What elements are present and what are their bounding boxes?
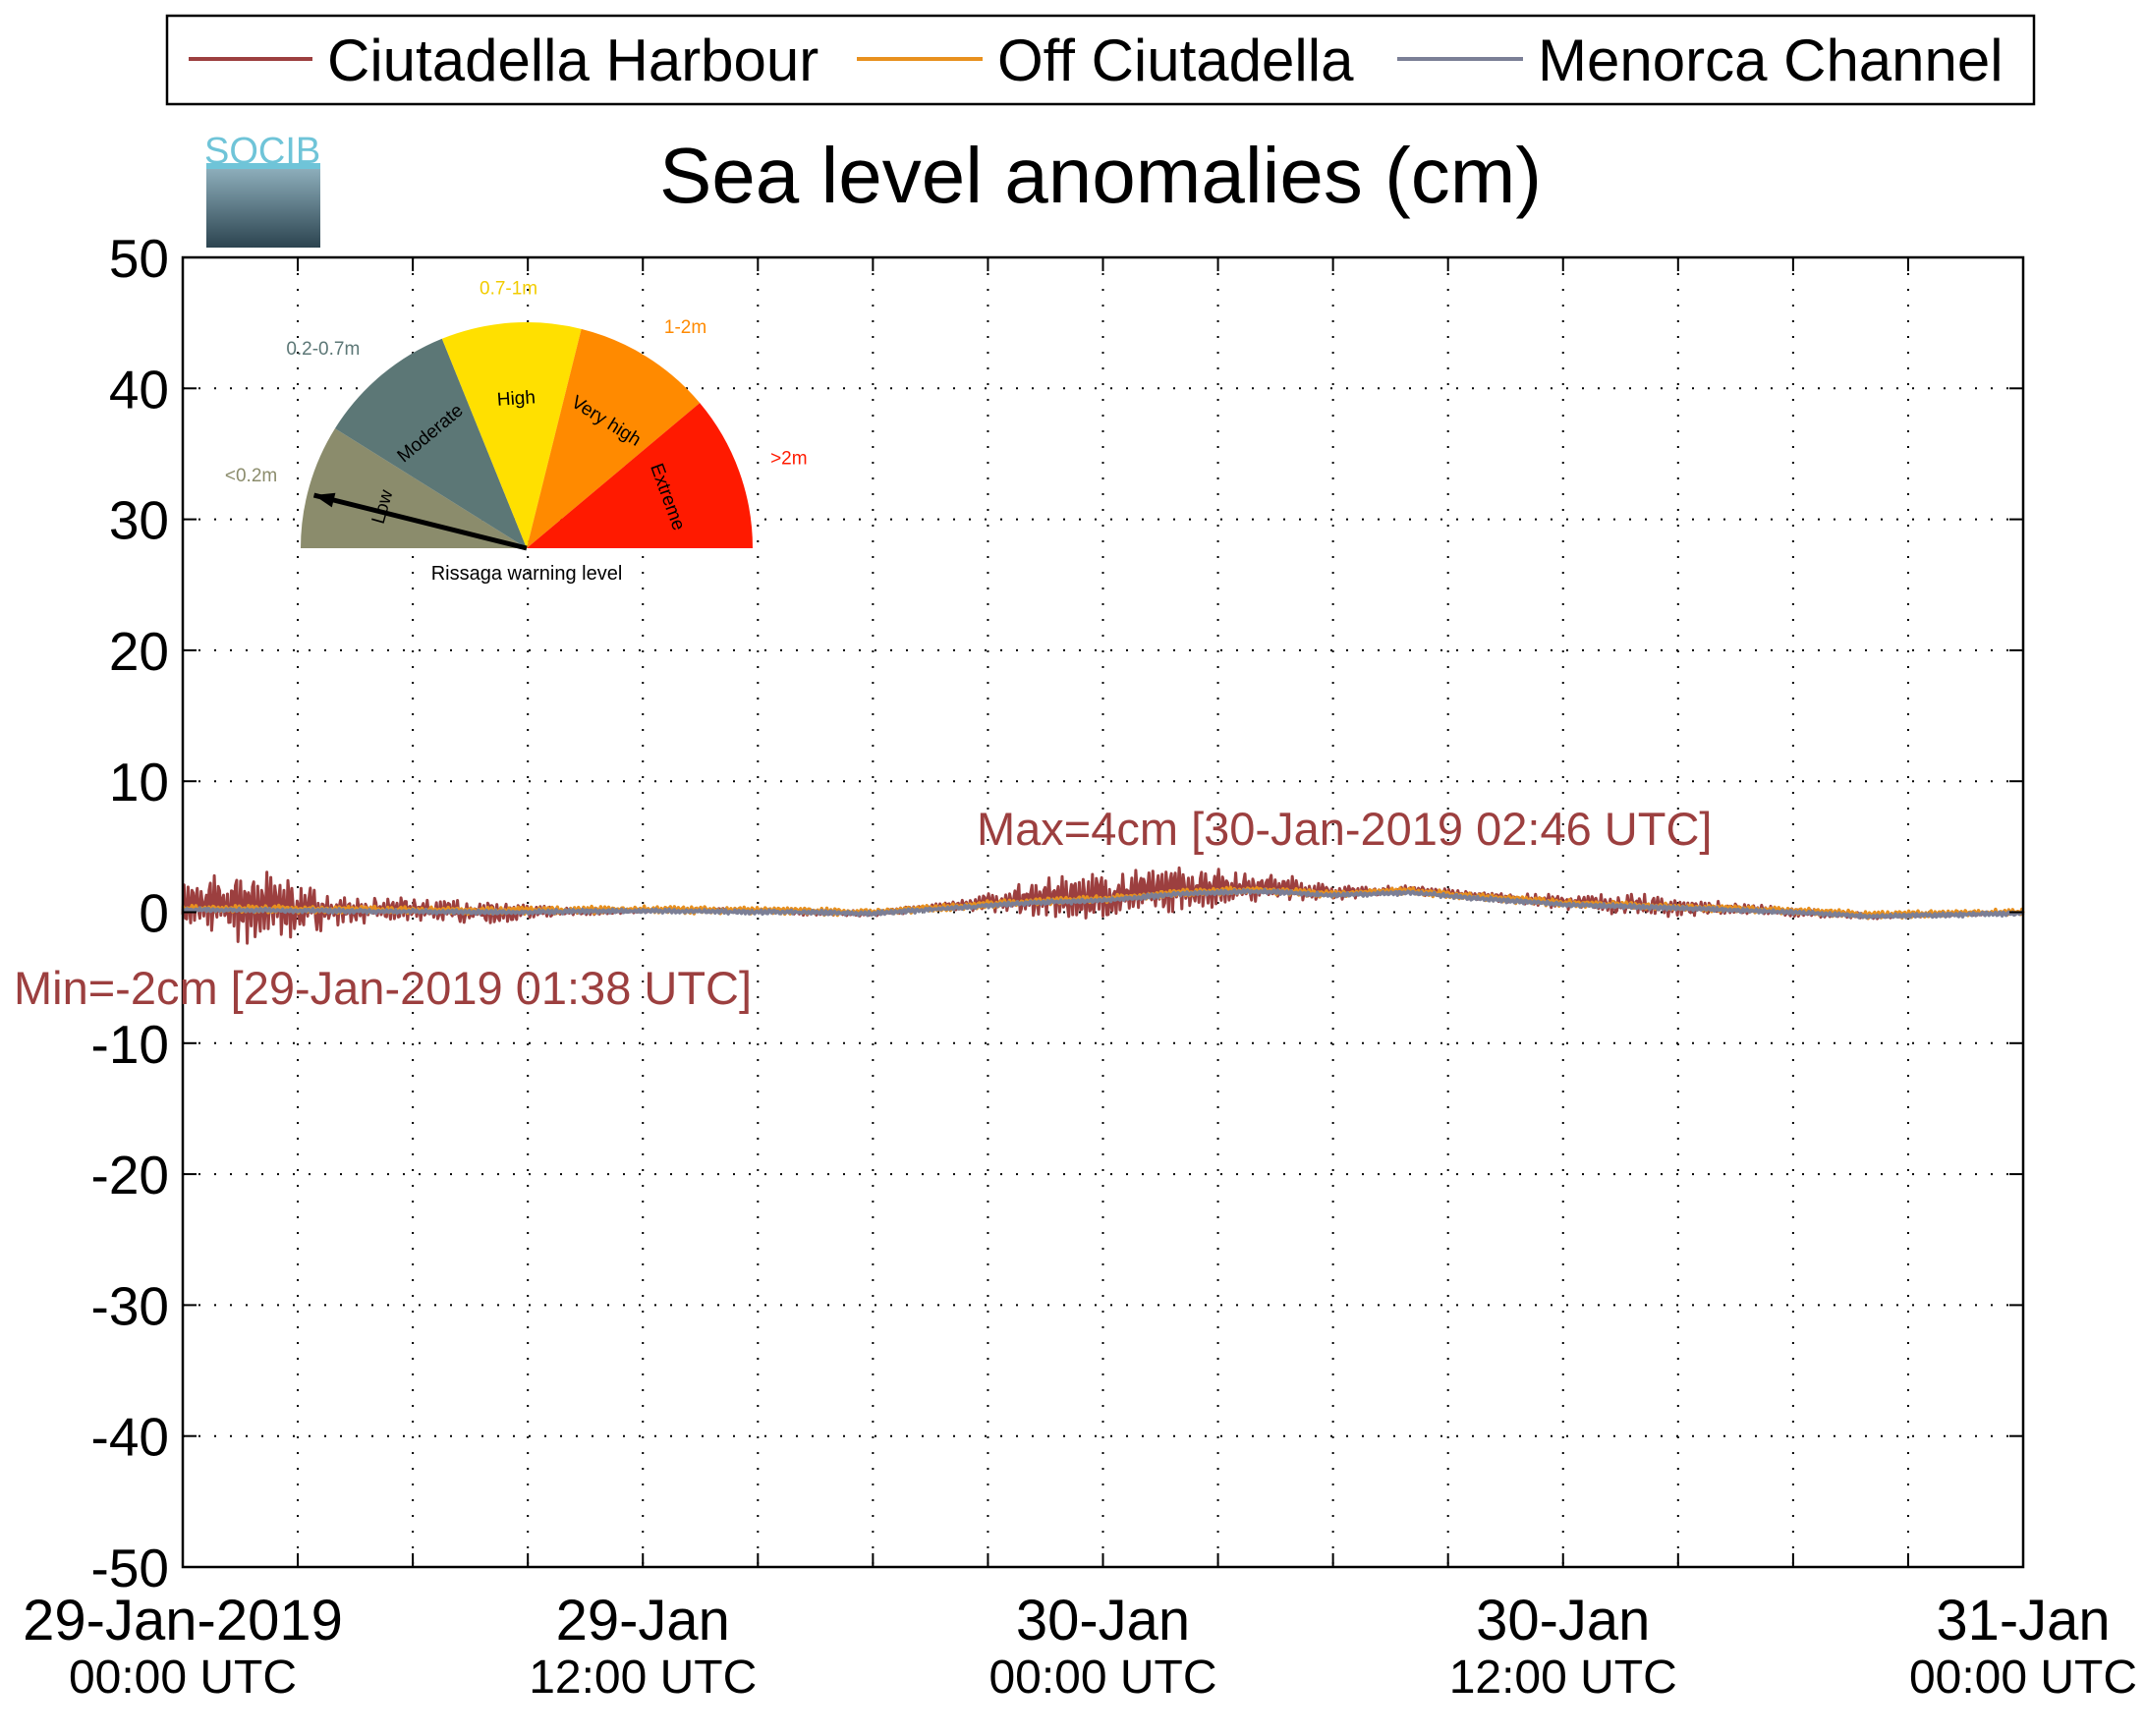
gauge-caption: Rissaga warning level (431, 563, 623, 585)
gauge-range-label: 1-2m (664, 317, 706, 338)
gauge-range-label: >2m (770, 449, 808, 470)
chart-title: Sea level anomalies (cm) (659, 132, 1542, 219)
gauge-needle (312, 492, 528, 551)
gauge-segment-moderate (334, 338, 527, 548)
x-tick-time-label: 12:00 UTC (529, 1652, 757, 1704)
gauge-segment-high (441, 322, 582, 548)
gauge-range-label: 0.2-0.7m (286, 339, 360, 360)
gauge-segment-low (301, 428, 527, 548)
gauge-segment-very-high (527, 328, 701, 548)
y-tick-label: 0 (139, 883, 169, 944)
x-tick-date-label: 29-Jan-2019 (23, 1589, 343, 1652)
legend-label-menorca-channel: Menorca Channel (1538, 28, 2004, 93)
y-tick-label: 10 (109, 752, 169, 812)
gauge-range-label: <0.2m (225, 466, 277, 486)
legend-label-ciutadella-harbour: Ciutadella Harbour (327, 28, 818, 93)
gauge-needle-arrowhead (313, 492, 336, 508)
y-tick-label: 50 (109, 228, 169, 289)
x-tick-date-label: 29-Jan (556, 1589, 730, 1652)
legend-label-off-ciutadella: Off Ciutadella (997, 28, 1354, 93)
gauge-range-label: 0.7-1m (480, 279, 537, 300)
series-line-menorca-channel (181, 887, 2025, 920)
axis-ticks (182, 256, 2024, 1568)
y-tick-label: -10 (91, 1014, 170, 1075)
y-axis: 50 40 30 20 10 0 -10 -20 -30 -40 -50 (91, 228, 170, 1598)
y-tick-label: -20 (91, 1145, 170, 1205)
x-tick-date-label: 30-Jan (1016, 1589, 1190, 1652)
min-annotation: Min=-2cm [29-Jan-2019 01:38 UTC] (14, 962, 752, 1014)
gauge-segment-extreme (527, 403, 753, 548)
socib-logo-band (206, 163, 320, 169)
gauge-segment-label: High (496, 387, 536, 411)
socib-logo-wave (206, 167, 320, 248)
x-tick-date-label: 31-Jan (1936, 1589, 2110, 1652)
y-tick-label: -30 (91, 1275, 170, 1336)
y-tick-label: -50 (91, 1538, 170, 1598)
x-tick-date-label: 30-Jan (1476, 1589, 1650, 1652)
x-tick-time-label: 00:00 UTC (1909, 1652, 2137, 1704)
x-tick-time-label: 12:00 UTC (1449, 1652, 1677, 1704)
x-tick-time-label: 00:00 UTC (69, 1652, 297, 1704)
socib-logo: SOCIB (204, 131, 320, 248)
y-tick-label: -40 (91, 1407, 170, 1468)
y-tick-label: 30 (109, 490, 169, 551)
y-tick-label: 20 (109, 621, 169, 682)
legend: Ciutadella Harbour Off Ciutadella Menorc… (165, 14, 2036, 106)
max-annotation: Max=4cm [30-Jan-2019 02:46 UTC] (977, 803, 1712, 855)
series-layer (181, 866, 2025, 945)
legend-box (165, 14, 2036, 106)
x-tick-time-label: 00:00 UTC (988, 1652, 1216, 1704)
y-tick-label: 40 (109, 359, 169, 420)
